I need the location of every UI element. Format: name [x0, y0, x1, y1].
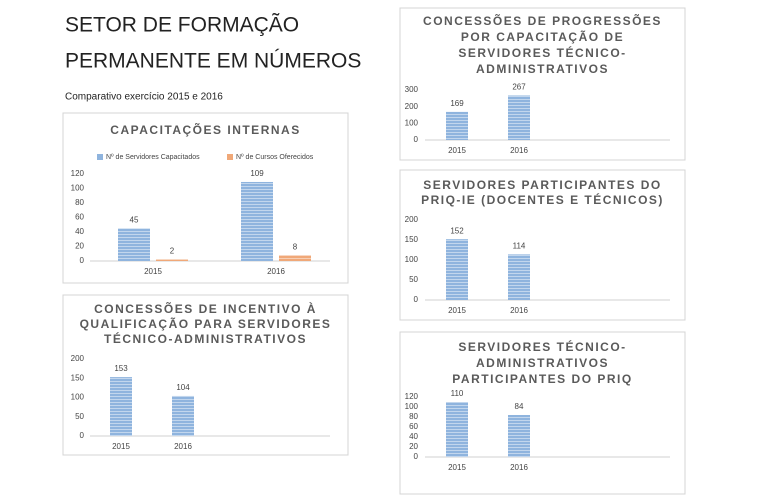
y-tick-label: 40: [409, 432, 418, 441]
bar-value-label: 153: [114, 364, 128, 373]
bar: [446, 239, 468, 300]
y-tick-label: 20: [75, 242, 84, 251]
y-tick-label: 200: [71, 354, 85, 363]
chart-frame: [62, 112, 349, 284]
chart-title: CONCESSÕES DE PROGRESSÕES: [423, 13, 662, 28]
y-tick-label: 150: [71, 373, 85, 382]
bar: [508, 254, 530, 300]
legend-swatch: [227, 154, 233, 160]
y-tick-label: 50: [409, 275, 418, 284]
legend-label: Nº de Cursos Oferecidos: [236, 154, 314, 161]
bar-value-label: 84: [515, 402, 524, 411]
bar: [172, 395, 194, 436]
chart-title: ADMINISTRATIVOS: [476, 356, 609, 370]
y-tick-label: 100: [71, 393, 85, 402]
chart-title: TÉCNICO-ADMINISTRATIVOS: [104, 331, 307, 346]
bar: [508, 95, 530, 140]
y-tick-label: 20: [409, 442, 418, 451]
bar-value-label: 110: [451, 389, 464, 398]
x-tick-label: 2016: [267, 267, 285, 276]
y-tick-label: 0: [414, 135, 419, 144]
chart-title: PARTICIPANTES DO PRIQ: [452, 372, 632, 386]
bar-value-label: 267: [512, 83, 526, 92]
bar-value-label: 152: [450, 226, 464, 235]
page-title-line: SETOR DE FORMAÇÃO: [65, 13, 299, 37]
bar-value-label: 45: [130, 215, 139, 224]
legend-label: Nº de Servidores Capacitados: [106, 154, 200, 161]
chart-title: SERVIDORES PARTICIPANTES DO: [423, 178, 662, 192]
legend-swatch: [97, 154, 103, 160]
y-tick-label: 100: [71, 184, 85, 193]
chart-title: CONCESSÕES DE INCENTIVO À: [94, 301, 317, 316]
y-tick-label: 200: [405, 215, 419, 224]
chart-title: ADMINISTRATIVOS: [476, 62, 609, 76]
bar: [241, 181, 273, 261]
chart-title: SERVIDORES TÉCNICO-: [458, 339, 626, 354]
chart-title: PRIQ-IE (DOCENTES E TÉCNICOS): [421, 192, 664, 207]
bar-value-label: 114: [513, 242, 526, 251]
y-tick-label: 0: [414, 295, 419, 304]
y-tick-label: 100: [405, 402, 419, 411]
x-tick-label: 2015: [448, 463, 466, 472]
x-tick-label: 2015: [448, 146, 466, 155]
page-subtitle: Comparativo exercício 2015 e 2016: [65, 92, 223, 103]
y-tick-label: 120: [71, 169, 85, 178]
y-tick-label: 300: [405, 85, 419, 94]
chart-title: CAPACITAÇÕES INTERNAS: [110, 122, 300, 137]
bar-value-label: 2: [170, 247, 175, 256]
y-tick-label: 60: [409, 422, 418, 431]
bar: [279, 255, 311, 261]
y-tick-label: 0: [80, 431, 85, 440]
bar: [446, 111, 468, 140]
x-tick-label: 2016: [510, 463, 528, 472]
chart-title: SERVIDORES TÉCNICO-: [458, 45, 626, 60]
y-tick-label: 120: [405, 392, 419, 401]
y-tick-label: 50: [75, 412, 84, 421]
y-tick-label: 0: [80, 256, 85, 265]
x-tick-label: 2015: [112, 442, 130, 451]
y-tick-label: 200: [405, 102, 419, 111]
page-title-line: PERMANENTE EM NÚMEROS: [65, 50, 361, 73]
y-tick-label: 100: [405, 118, 419, 127]
bar: [508, 415, 530, 457]
x-tick-label: 2015: [144, 267, 162, 276]
y-tick-label: 80: [75, 198, 84, 207]
chart-title: POR CAPACITAÇÃO DE: [461, 29, 624, 44]
y-tick-label: 60: [75, 213, 84, 222]
bar-value-label: 169: [450, 99, 464, 108]
bar: [110, 377, 132, 436]
y-tick-label: 100: [405, 255, 419, 264]
bar-value-label: 109: [250, 169, 264, 178]
x-tick-label: 2016: [510, 146, 528, 155]
bar: [446, 402, 468, 457]
bar: [118, 228, 150, 261]
y-tick-label: 80: [409, 412, 418, 421]
bar: [156, 259, 188, 261]
y-tick-label: 0: [414, 452, 419, 461]
bar-value-label: 104: [176, 383, 190, 392]
chart-title: QUALIFICAÇÃO PARA SERVIDORES: [80, 316, 332, 331]
x-tick-label: 2015: [448, 306, 466, 315]
x-tick-label: 2016: [174, 442, 192, 451]
y-tick-label: 40: [75, 227, 84, 236]
bar-value-label: 8: [293, 242, 298, 251]
y-tick-label: 150: [405, 235, 419, 244]
x-tick-label: 2016: [510, 306, 528, 315]
